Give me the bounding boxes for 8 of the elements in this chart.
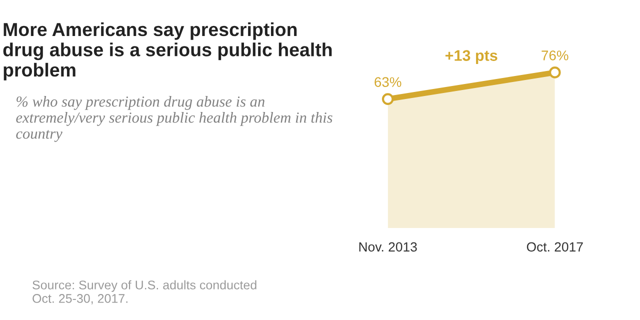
text: +13 pts (445, 50, 498, 64)
data-label: 63% (374, 77, 402, 87)
chart-title: More Americans say prescription drug abuse is a serious public health problem (3, 22, 332, 80)
data-label: 76% (542, 50, 568, 60)
source-note: Source: Survey of U.S. adults conducted Oct. 25-30, 2017. (32, 280, 256, 304)
x-tick-label: Oct. 2017 (526, 242, 583, 252)
x-tick-label: Nov. 2013 (359, 242, 417, 252)
text: % who say prescription drug abuse is an extremely/very serious public health problem in this country (16, 96, 332, 142)
